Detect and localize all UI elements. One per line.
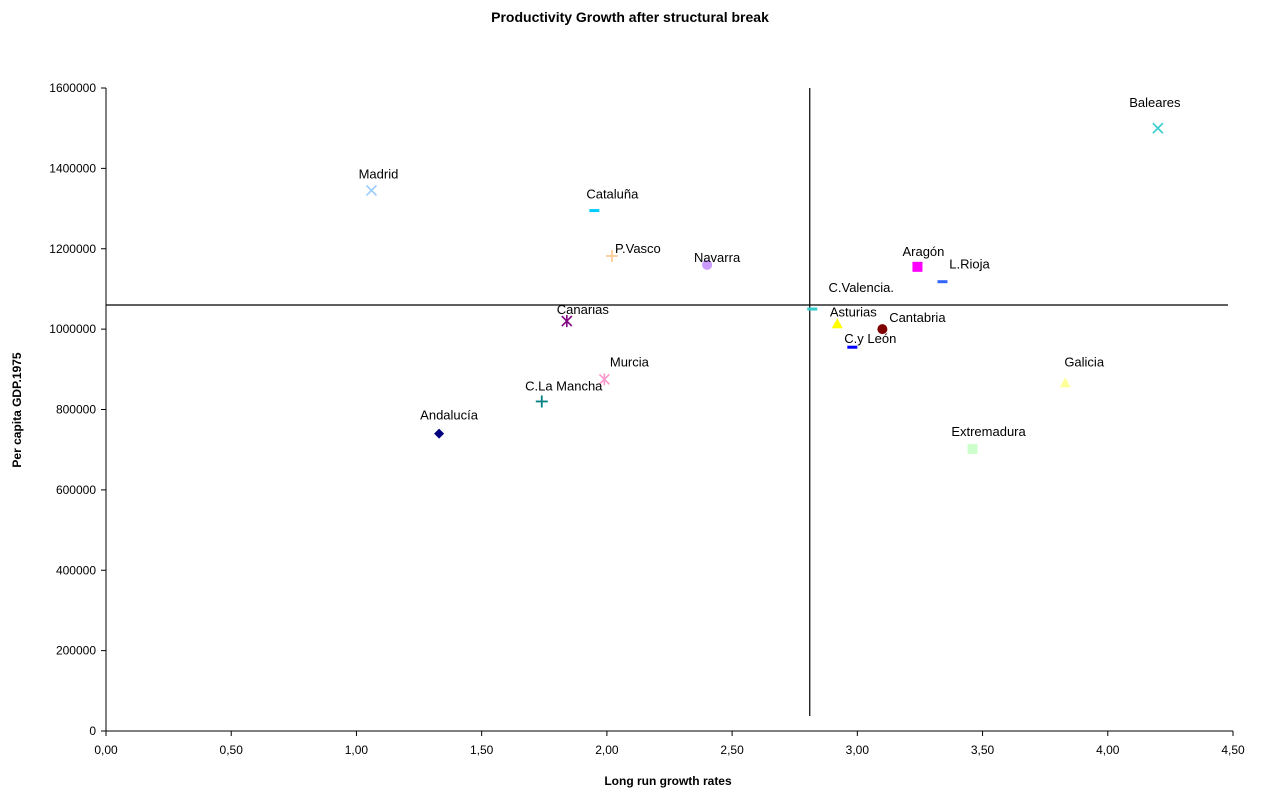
point-label-canarias: Canarias <box>557 302 610 317</box>
y-tick-label: 1000000 <box>49 322 96 336</box>
point-marker-c-la-mancha <box>535 395 548 408</box>
x-tick-label: 1,50 <box>470 743 494 757</box>
y-tick-label: 1200000 <box>49 242 96 256</box>
y-tick-label: 1400000 <box>49 161 96 175</box>
point-marker-cantabria <box>877 324 888 335</box>
x-tick-label: 3,50 <box>971 743 995 757</box>
data-points <box>365 122 1164 454</box>
point-label-andaluc-a: Andalucía <box>420 408 479 423</box>
point-marker-canarias <box>561 315 573 328</box>
point-label-l-rioja: L.Rioja <box>949 257 990 272</box>
x-tick-label: 2,50 <box>720 743 744 757</box>
axes: 0 200000 400000 600000 800000 1000000 1200000 1… <box>49 81 1245 757</box>
point-label-arag-n: Aragón <box>902 244 944 259</box>
point-marker-baleares <box>1152 122 1164 134</box>
point-marker-c-valencia <box>807 307 818 311</box>
point-label-c-valencia: C.Valencia. <box>828 280 894 295</box>
point-marker-arag-n <box>912 261 923 272</box>
point-label-catalu-a: Cataluña <box>586 187 639 202</box>
point-label-p-vasco: P.Vasco <box>615 241 661 256</box>
point-label-cantabria: Cantabria <box>889 310 946 325</box>
point-label-madrid: Madrid <box>359 166 399 181</box>
point-label-murcia: Murcia <box>610 354 650 369</box>
point-marker-l-rioja <box>937 280 948 284</box>
y-tick-label: 600000 <box>56 483 96 497</box>
point-marker-galicia <box>1059 377 1071 388</box>
y-tick-label: 0 <box>89 724 96 738</box>
x-axis-title: Long run growth rates <box>604 774 732 788</box>
data-labels: Andalucía Aragón Asturias Baleares Canarias C… <box>359 95 1181 439</box>
point-label-c-y-le-n: C.y León <box>844 331 896 346</box>
y-axis-title: Per capita GDP.1975 <box>10 352 24 468</box>
x-tick-label: 1,00 <box>345 743 369 757</box>
point-label-c-la-mancha: C.La Mancha <box>525 378 603 393</box>
x-tick-label: 2,00 <box>595 743 619 757</box>
x-tick-label: 0,00 <box>94 743 118 757</box>
chart-title: Productivity Growth after structural bre… <box>491 9 769 25</box>
point-marker-andaluc-a <box>434 428 445 439</box>
point-label-asturias: Asturias <box>830 304 877 319</box>
y-tick-label: 200000 <box>56 644 96 658</box>
point-marker-catalu-a <box>589 209 600 213</box>
y-tick-label: 1600000 <box>49 81 96 95</box>
x-tick-label: 4,50 <box>1221 743 1245 757</box>
point-marker-c-y-le-n <box>847 345 858 349</box>
point-marker-murcia <box>598 373 610 386</box>
reference-lines <box>106 88 1228 716</box>
x-tick-label: 4,00 <box>1096 743 1120 757</box>
point-label-navarra: Navarra <box>694 250 741 265</box>
x-tick-label: 0,50 <box>220 743 244 757</box>
x-tick-label: 3,00 <box>846 743 870 757</box>
point-label-baleares: Baleares <box>1129 95 1181 110</box>
point-marker-navarra <box>702 259 713 270</box>
point-marker-asturias <box>831 318 843 329</box>
point-label-galicia: Galicia <box>1064 354 1105 369</box>
point-marker-extremadura <box>967 443 978 454</box>
point-marker-madrid <box>365 184 378 197</box>
y-tick-label: 800000 <box>56 403 96 417</box>
y-tick-label: 400000 <box>56 563 96 577</box>
point-marker-p-vasco <box>605 249 618 262</box>
point-label-extremadura: Extremadura <box>951 424 1026 439</box>
